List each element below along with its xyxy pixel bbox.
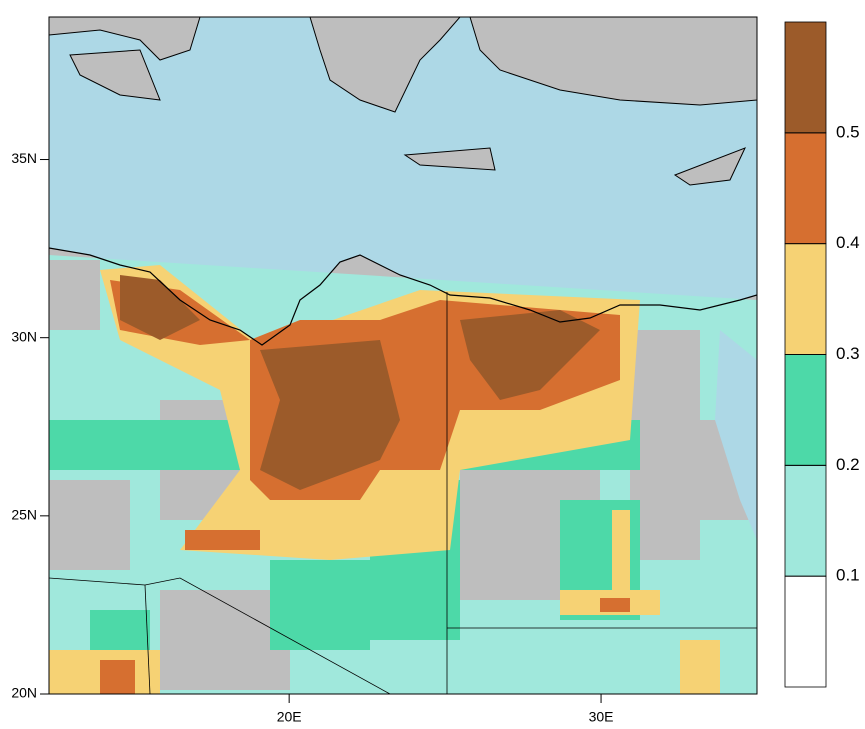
land [309, 17, 461, 113]
land [469, 17, 757, 106]
axes: 20N 25N 30N 35N 20E 30E [11, 16, 758, 725]
field-patch [600, 598, 630, 612]
colorbar-label: 0.2 [836, 455, 860, 474]
colorbar-box [784, 132, 827, 245]
field-patch [460, 310, 600, 400]
colorbar: 0.1 0.2 0.3 0.4 0.5 [784, 21, 860, 688]
missing-land [630, 330, 700, 560]
field-patch [120, 275, 200, 340]
colorbar-label: 0.5 [836, 122, 860, 141]
coastline [49, 247, 757, 346]
colorbar-box [784, 464, 827, 577]
missing-land [160, 590, 290, 690]
map-frame [48, 16, 758, 695]
y-tick-label: 25N [11, 507, 37, 523]
land [673, 147, 746, 186]
field-patch [100, 660, 135, 694]
land [49, 17, 201, 61]
missing-land [49, 480, 130, 570]
map-area [49, 17, 757, 694]
field-patch [49, 420, 250, 470]
y-tick-label: 35N [11, 150, 37, 166]
red-sea [715, 330, 757, 540]
field-patch [185, 530, 260, 550]
colorbar-box [784, 575, 827, 688]
colorbar-label: 0.3 [836, 344, 860, 363]
field-patch [680, 640, 720, 694]
field-patch [90, 610, 150, 660]
border [144, 584, 151, 694]
colorbar-label: 0.1 [836, 566, 860, 585]
y-tick-label: 30N [11, 328, 37, 344]
field-patch [260, 340, 400, 490]
x-tick-label: 20E [277, 709, 302, 725]
colorbar-box [784, 354, 827, 466]
colorbar-box [784, 21, 827, 134]
colorbar-label: 0.4 [836, 233, 860, 252]
land [69, 49, 161, 101]
border [49, 577, 391, 694]
land [403, 147, 496, 171]
x-tick-label: 30E [589, 709, 614, 725]
field-patch [612, 510, 630, 600]
colorbar-box [784, 243, 827, 355]
y-tick-label: 20N [11, 685, 37, 701]
missing-land [49, 260, 100, 330]
field-patch [270, 560, 370, 650]
